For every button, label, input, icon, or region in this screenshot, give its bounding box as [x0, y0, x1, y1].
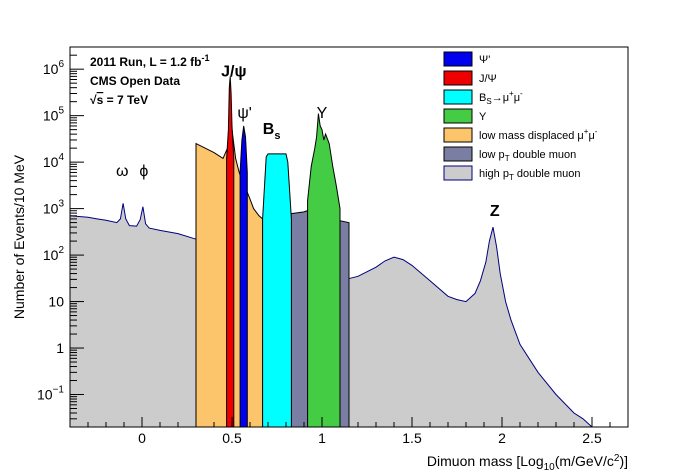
y-tick-label: 102	[43, 245, 65, 263]
plot-frame	[69, 46, 629, 428]
x-tick-label: 0.5	[222, 430, 242, 446]
peak-label: Z	[490, 203, 500, 220]
legend-label: Υ	[479, 111, 487, 123]
info-text: 2011 Run, L = 1.2 fb-1 CMS Open Data √s …	[90, 53, 210, 107]
legend-swatch	[443, 108, 473, 124]
legend-label: J/Ψ	[479, 73, 497, 85]
x-ticks: 0 0.5 1 1.5 2 2.5	[69, 417, 611, 446]
y-tick-label: 103	[43, 199, 65, 217]
legend-label: BS→μ+μ-	[479, 89, 523, 106]
y-tick-label: 104	[43, 152, 65, 170]
series-6-area	[239, 125, 248, 428]
series-4-area	[307, 113, 341, 428]
legend-swatch	[443, 165, 473, 181]
legend-swatch	[443, 127, 473, 143]
series-layer	[69, 76, 594, 428]
x-tick-label: 0	[138, 430, 146, 446]
x-tick-label: 1	[318, 430, 326, 446]
series-5-area	[226, 76, 235, 428]
peak-labels: ω ϕ J/ψ ψ' Bs Υ Z	[116, 63, 500, 219]
legend-swatch	[443, 146, 473, 162]
y-tick-label: 106	[43, 59, 65, 77]
legend-swatch	[443, 89, 473, 105]
x-tick-label: 1.5	[402, 430, 422, 446]
peak-label: ω	[116, 163, 129, 180]
peak-label: ψ'	[237, 105, 251, 122]
legend-label: Ψ'	[479, 54, 490, 66]
peak-label: J/ψ	[221, 63, 246, 80]
info-line-2: CMS Open Data	[90, 74, 180, 88]
legend-swatch	[443, 70, 473, 86]
x-tick-label: 2	[498, 430, 506, 446]
peak-label: Bs	[263, 121, 281, 142]
legend-label: low pT double muon	[479, 149, 576, 163]
x-tick-label: 2.5	[582, 430, 602, 446]
legend-label: low mass displaced μ+μ-	[479, 127, 598, 142]
peak-label: Υ	[317, 105, 328, 122]
series-3-area	[262, 153, 292, 428]
peak-label: ϕ	[139, 163, 148, 180]
info-line-1: 2011 Run, L = 1.2 fb-1	[90, 53, 210, 69]
y-axis-label: Number of Events/10 MeV	[11, 154, 27, 319]
info-line-3: √s = 7 TeV	[90, 93, 148, 107]
y-tick-label: 1	[56, 340, 64, 356]
y-tick-label: 105	[43, 106, 65, 124]
y-ticks: 10−1 1 10 102 103 104 105 106	[37, 46, 84, 428]
legend-label: high pT double muon	[479, 168, 581, 182]
x-axis-label: Dimuon mass [Log10(m/GeV/c2)]	[427, 453, 628, 473]
y-tick-label: 10	[48, 294, 64, 310]
y-tick-label: 10−1	[37, 385, 64, 403]
legend-swatch	[443, 51, 473, 67]
